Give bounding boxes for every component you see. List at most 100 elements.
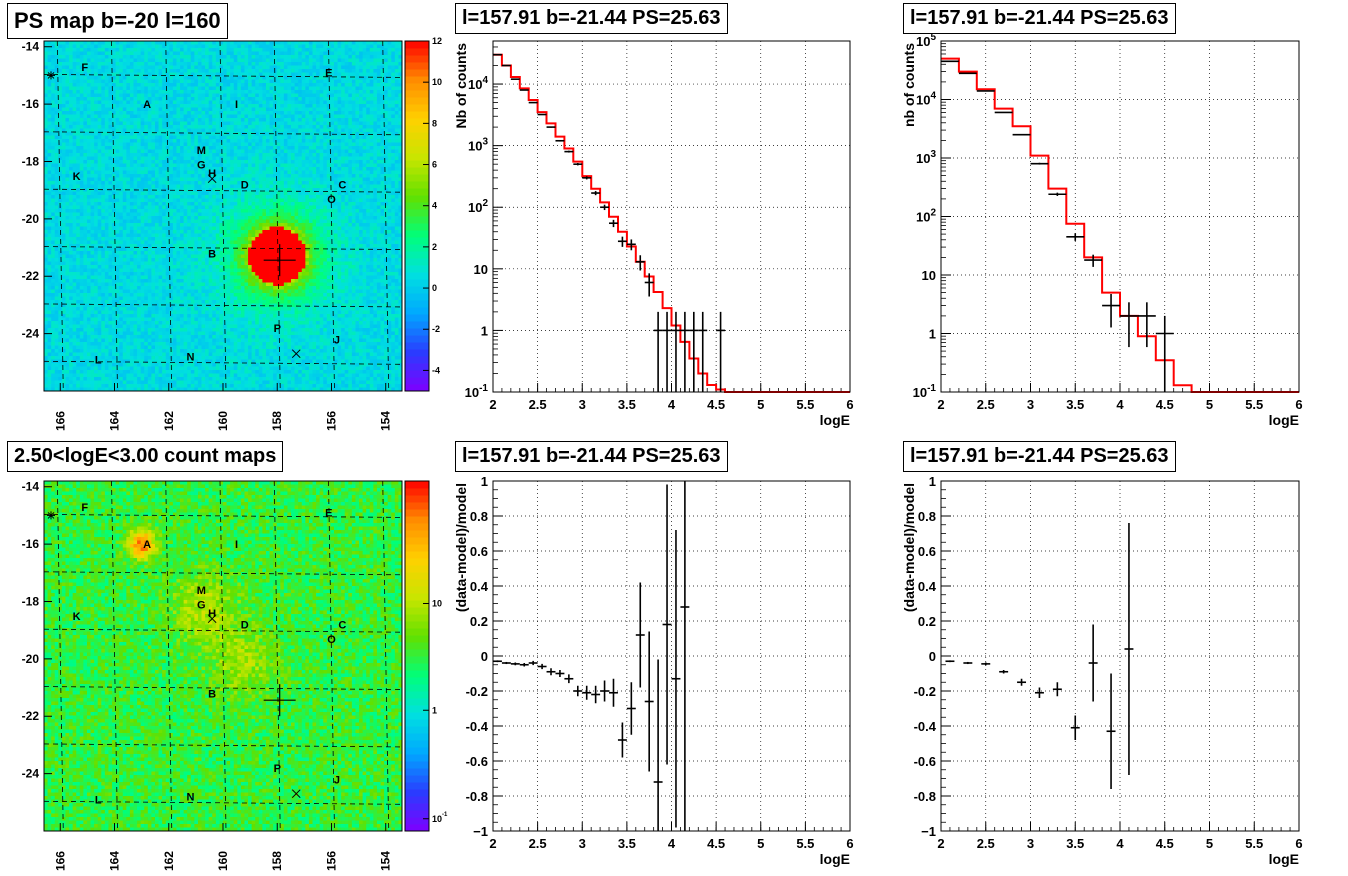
- charts-layer: 2 2.5 3 3.5 4 4.5 5 5.5 610410310210110-1logENb …: [453, 32, 1303, 867]
- data-point: [680, 481, 690, 831]
- map-y-tick-label: -16: [22, 97, 40, 111]
- data-point: [555, 670, 565, 677]
- y-tick-label: 10-1: [913, 383, 937, 400]
- map-y-tick-label: -18: [22, 594, 40, 608]
- count-map-panel: 166 164 162 160 158 156 154 -14 -16 -18 -20 -22 -24 F…: [22, 480, 448, 871]
- y-tick-label: 102: [468, 198, 488, 215]
- data-point: [1137, 302, 1156, 348]
- data-point: [564, 674, 574, 684]
- x-tick-label: 2: [937, 397, 944, 412]
- map-pixels: [44, 481, 403, 832]
- data-point: [519, 89, 529, 91]
- x-tick-label: 2.5: [977, 397, 995, 412]
- y-tick-label: -0.6: [466, 754, 488, 769]
- x-tick-label: 6: [846, 397, 853, 412]
- residual_left-plot: 2 2.5 3 3.5 4 4.5 5 5.5 6 1 0.8 0.6 0.4 0.2 0 -0.2 -0.4 -…: [453, 474, 854, 867]
- model-step-line: [493, 53, 850, 393]
- ps-map-panel: 166 164 162 160 158 156 154-14-16-18-20-22-24F…: [22, 36, 442, 431]
- source-label-a: A: [143, 539, 151, 551]
- data-point: [1052, 682, 1062, 697]
- source-label-h: H: [208, 608, 216, 620]
- map-y-tick-label: -22: [22, 709, 40, 723]
- source-label-e: E: [325, 508, 332, 520]
- count-map-title: 2.50<logE<3.00 count maps: [7, 441, 284, 472]
- data-point: [600, 204, 610, 211]
- y-tick-label: 0.4: [918, 579, 937, 594]
- x-tick-label: 2.5: [977, 836, 995, 851]
- source-label-n: N: [186, 792, 194, 804]
- y-tick-label: 104: [468, 75, 488, 92]
- data-point: [1012, 133, 1031, 136]
- map-y-tick-label: -14: [22, 40, 40, 54]
- data-point: [1017, 678, 1027, 686]
- x-tick-label: 6: [1295, 397, 1302, 412]
- data-point: [689, 311, 699, 392]
- map-y-tick-label: -18: [22, 154, 40, 168]
- data-point: [591, 685, 601, 704]
- x-tick-label: 3.5: [1066, 836, 1084, 851]
- spectrum-left-title: l=157.91 b=-21.44 PS=25.63: [455, 3, 728, 34]
- data-point: [653, 311, 663, 392]
- data-point: [537, 663, 547, 670]
- y-tick-label: 1: [929, 474, 936, 489]
- palette-label: 10: [432, 77, 442, 87]
- map-y-tick-label: -14: [22, 480, 40, 494]
- source-label-h: H: [208, 168, 216, 180]
- data-point: [501, 661, 511, 665]
- source-label-k: K: [73, 611, 81, 623]
- x-tick-label: 2.5: [529, 397, 547, 412]
- y-tick-label: -0.6: [914, 754, 936, 769]
- map-x-tick-label: 160: [216, 411, 230, 431]
- data-point: [635, 255, 645, 271]
- data-point: [617, 236, 627, 247]
- x-axis-label: logE: [1269, 412, 1299, 428]
- data-point: [671, 311, 681, 392]
- map-y-tick-label: -20: [22, 652, 40, 666]
- x-tick-label: 3: [1027, 397, 1034, 412]
- data-point: [626, 239, 636, 251]
- y-tick-label: 0.4: [470, 579, 489, 594]
- data-point: [1084, 254, 1103, 267]
- palette-label: 4: [432, 201, 437, 211]
- x-tick-label: 4: [668, 397, 676, 412]
- map-x-tick-label: 156: [324, 411, 338, 431]
- map-y-tick-label: -24: [22, 767, 40, 781]
- data-point: [698, 311, 708, 392]
- y-tick-label: 0.8: [918, 509, 936, 524]
- source-labels: F E A I MGH K D CO B P J L N: [73, 62, 347, 367]
- source-label-d: D: [241, 619, 249, 631]
- plot-frame: [940, 480, 1300, 832]
- residual-left-title: l=157.91 b=-21.44 PS=25.63: [455, 441, 728, 472]
- x-tick-label: 2: [937, 836, 944, 851]
- data-point: [582, 176, 592, 180]
- y-tick-label: 10: [474, 262, 488, 277]
- gridlines: [492, 41, 851, 393]
- data-point: [528, 660, 538, 666]
- data-point: [662, 484, 672, 765]
- palette-label: 12: [432, 36, 442, 46]
- x-tick-label: 4: [1116, 397, 1124, 412]
- plot-frame: [940, 40, 1300, 393]
- map-y-tick-label: -20: [22, 212, 40, 226]
- data-point: [626, 682, 636, 735]
- data-point: [999, 670, 1009, 674]
- palette-label: 2: [432, 242, 437, 252]
- source-label-f: F: [81, 502, 88, 514]
- tick-labels: 2 2.5 3 3.5 4 4.5 5 5.5 6 1 0.8 0.6 0.4 0.2 0 -0.2 -0.4 -…: [914, 474, 1303, 851]
- x-tick-label: 3.5: [618, 397, 636, 412]
- y-tick-label: -0.4: [466, 719, 489, 734]
- palette-label: 10-1: [432, 812, 448, 824]
- gridlines: [492, 480, 851, 832]
- map-x-tick-label: 166: [53, 411, 67, 431]
- data-point: [546, 668, 556, 676]
- map-x-tick-label: 162: [162, 411, 176, 431]
- map-x-tick-label: 164: [108, 851, 122, 871]
- spectrum_right-plot: 2 2.5 3 3.5 4 4.5 5 5.5 610510410310210110-1logE…: [901, 32, 1303, 428]
- plot-frame: [492, 480, 851, 832]
- data-point: [1030, 162, 1049, 165]
- x-tick-label: 3: [579, 397, 586, 412]
- y-tick-label: 0: [481, 649, 488, 664]
- source-label-l: L: [95, 354, 102, 366]
- tick-labels: 2 2.5 3 3.5 4 4.5 5 5.5 6 1 0.8 0.6 0.4 0.2 0 -0.2 -0.4 -…: [466, 474, 854, 851]
- data-point: [493, 660, 502, 663]
